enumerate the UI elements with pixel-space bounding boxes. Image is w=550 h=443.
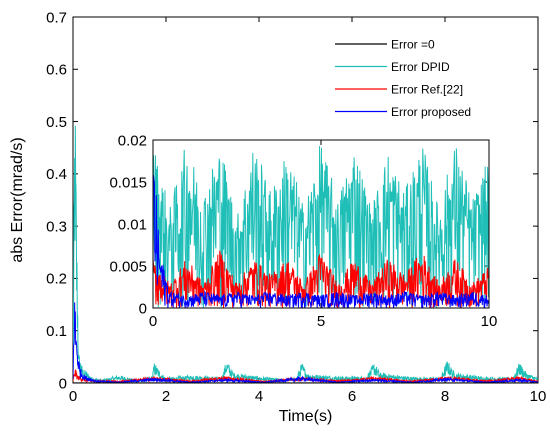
inset-x-tick-label: 5 [317, 313, 325, 330]
main-x-tick-label: 2 [162, 388, 170, 405]
inset-x-tick-label: 10 [481, 313, 498, 330]
inset-y-tick-label: 0 [139, 300, 147, 317]
main-y-tick-label: 0.1 [46, 323, 67, 340]
legend-label: Error Ref.[22] [391, 83, 463, 97]
main-y-tick-label: 0.5 [46, 114, 67, 131]
series-line-error-proposed [73, 302, 538, 383]
inset-y-tick-label: 0.015 [109, 174, 147, 191]
main-x-tick-label: 8 [441, 388, 449, 405]
main-y-tick-label: 0.4 [46, 166, 67, 183]
y-axis-label: abs Error(mrad/s) [9, 137, 26, 262]
main-x-tick-label: 0 [69, 388, 77, 405]
inset-series-line-error-ref-22 [153, 250, 489, 308]
main-y-tick-label: 0 [59, 375, 67, 392]
inset-y-tick-label: 0.01 [118, 216, 147, 233]
inset-y-tick-label: 0.005 [109, 258, 147, 275]
inset-y-tick-label: 0.02 [118, 132, 147, 149]
main-y-tick-label: 0.6 [46, 62, 67, 79]
main-x-tick-label: 10 [530, 388, 547, 405]
main-y-tick-label: 0.2 [46, 271, 67, 288]
legend-label: Error DPID [391, 60, 450, 74]
inset-frame [152, 139, 490, 309]
main-x-tick-label: 4 [255, 388, 263, 405]
legend-label: Error proposed [391, 105, 471, 119]
inset-x-tick-label: 0 [149, 313, 157, 330]
main-x-tick-label: 6 [348, 388, 356, 405]
main-y-tick-label: 0.7 [46, 9, 67, 26]
inset-series-line-error-proposed [153, 175, 489, 308]
main-y-tick-label: 0.3 [46, 218, 67, 235]
x-axis-label: Time(s) [279, 408, 333, 425]
inset-series-line-error-dpid [153, 145, 489, 308]
legend-label: Error =0 [391, 38, 435, 52]
